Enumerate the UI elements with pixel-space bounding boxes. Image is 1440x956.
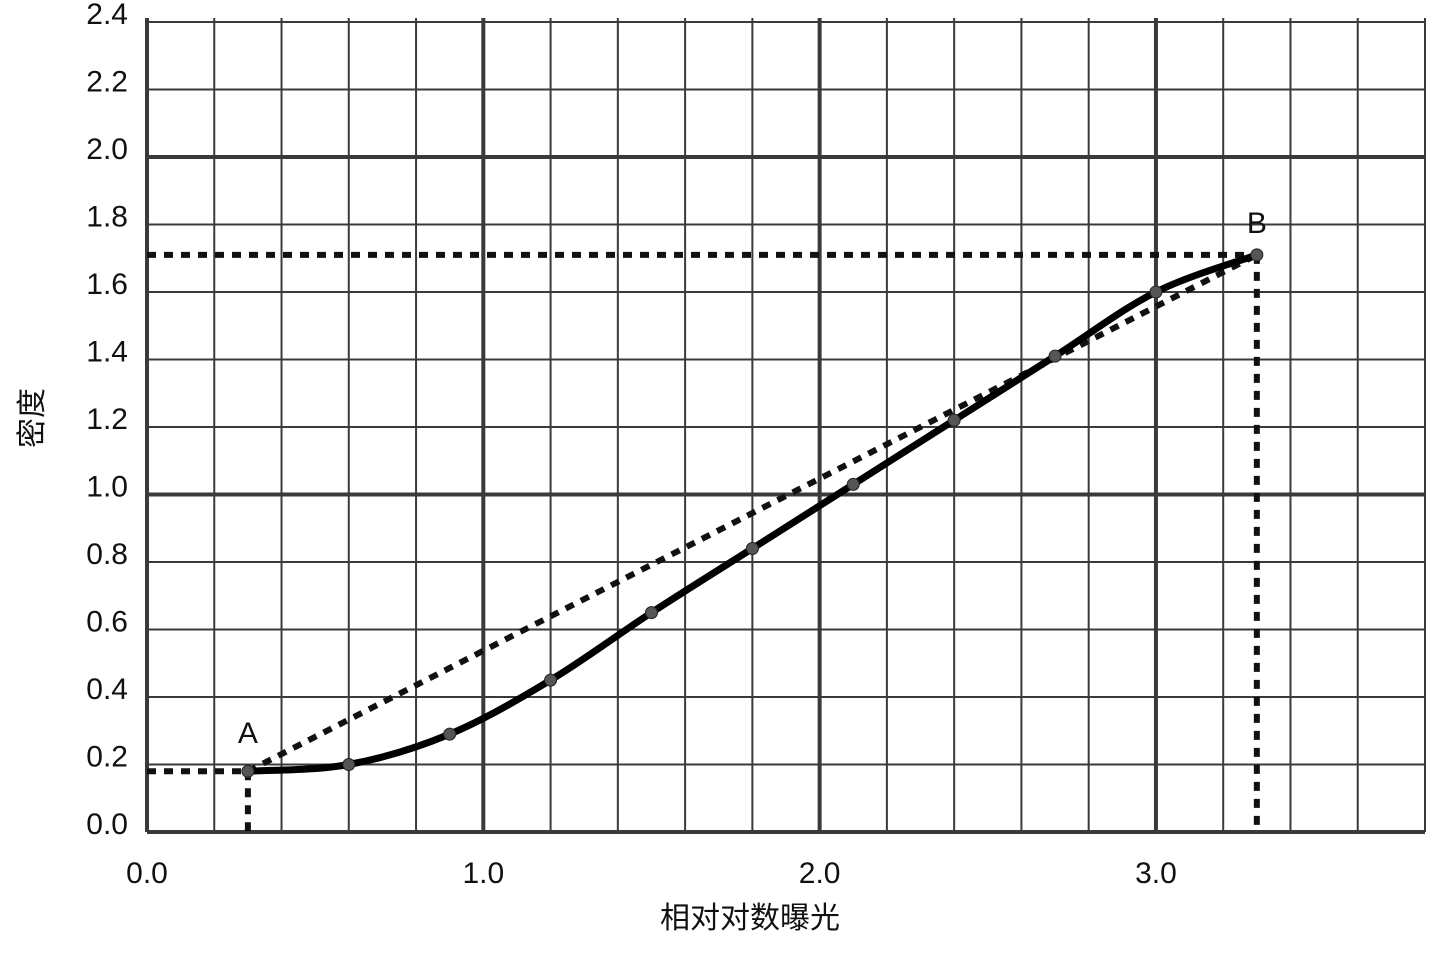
data-point [644,606,658,620]
y-tick-label: 1.8 [86,200,128,233]
y-tick-label: 0.8 [86,538,128,571]
data-point [544,673,558,687]
y-axis-title: 密度 [16,388,49,448]
y-tick-label: 2.4 [86,0,128,31]
y-tick-label: 0.2 [86,740,128,773]
y-tick-label: 1.2 [86,403,128,436]
x-tick-label: 0.0 [126,857,168,890]
data-point [1250,248,1264,262]
data-point [1048,349,1062,363]
annotation: B [1247,207,1267,240]
annotation: A [238,717,258,750]
x-tick-label: 3.0 [1135,857,1177,890]
x-tick-label: 1.0 [462,857,504,890]
y-tick-label: 0.6 [86,605,128,638]
data-point [846,477,860,491]
x-axis-title: 相对对数曝光 [660,902,840,935]
reference-line [246,252,1259,774]
y-tick-label: 0.0 [86,808,128,841]
data-point [947,413,961,427]
y-tick-label: 2.2 [86,65,128,98]
data-point [745,542,759,555]
y-tick-label: 1.6 [86,268,128,301]
data-point [1149,285,1163,299]
y-tick-label: 0.4 [86,673,128,706]
y-tick-label: 1.4 [86,335,128,368]
x-tick-label: 2.0 [799,857,841,890]
y-tick-label: 1.0 [86,470,128,503]
data-point [342,758,356,771]
y-tick-label: 2.0 [86,133,128,166]
data-point [443,727,457,741]
data-point [241,764,255,778]
